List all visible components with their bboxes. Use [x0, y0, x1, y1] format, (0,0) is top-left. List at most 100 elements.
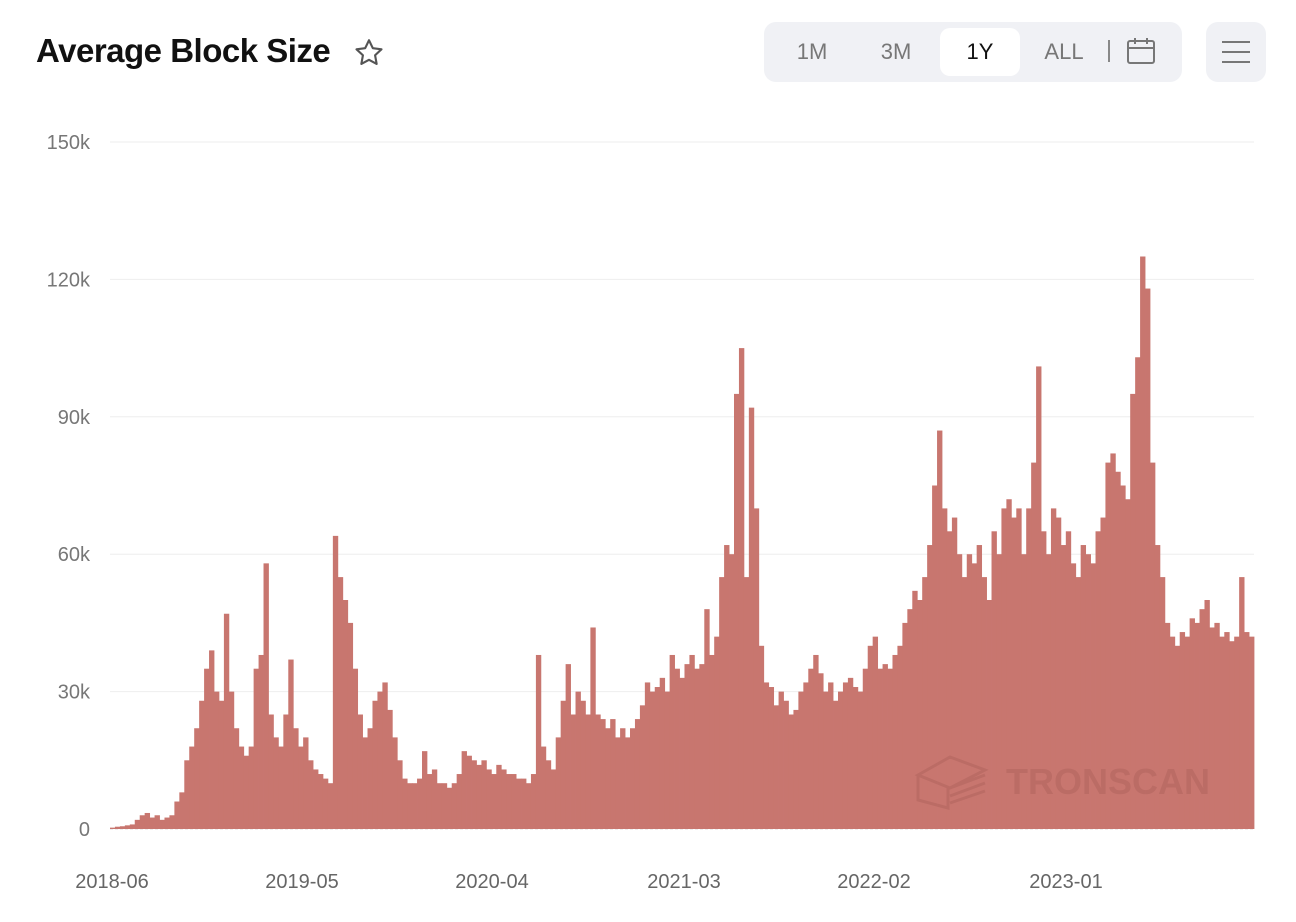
y-tick-label: 0 — [79, 819, 90, 841]
bar — [1095, 531, 1101, 829]
bar — [1075, 577, 1082, 829]
hamburger-menu-icon — [1222, 41, 1250, 63]
bar — [842, 682, 849, 829]
bar — [575, 691, 581, 829]
bar — [248, 746, 255, 829]
range-all-button[interactable]: ALL — [1044, 39, 1084, 64]
bar — [481, 760, 487, 829]
bar — [684, 664, 690, 829]
bar — [1105, 462, 1111, 829]
bar — [407, 783, 413, 829]
bar — [243, 755, 250, 829]
bar — [639, 705, 646, 829]
bar — [154, 815, 160, 829]
bar — [1125, 499, 1131, 829]
bar — [397, 760, 403, 829]
bar — [565, 664, 571, 829]
bar — [1229, 641, 1235, 829]
bar — [719, 577, 725, 829]
bar — [318, 774, 324, 829]
bar — [634, 719, 641, 829]
bar — [1214, 622, 1220, 829]
bar — [540, 746, 547, 829]
bar — [828, 682, 834, 829]
bar — [501, 769, 507, 829]
bar — [1194, 622, 1200, 829]
tronscan-watermark-logo: TRONSCAN — [914, 755, 1210, 810]
bar — [1224, 632, 1230, 829]
bar — [679, 677, 685, 829]
bar — [1110, 453, 1116, 829]
calendar-icon[interactable] — [1126, 36, 1156, 66]
bar — [134, 819, 141, 829]
bar — [426, 774, 433, 829]
y-tick-label: 30k — [58, 682, 91, 704]
bar — [857, 691, 864, 829]
bar — [793, 709, 799, 829]
x-tick-label: 2023-01 — [1029, 871, 1102, 893]
bar — [1085, 554, 1091, 829]
bar — [377, 691, 383, 829]
bar — [803, 682, 809, 829]
bar — [233, 728, 240, 829]
bar — [258, 654, 264, 829]
bar — [852, 687, 859, 829]
bar — [773, 705, 779, 829]
bar — [778, 691, 784, 829]
bar — [729, 554, 735, 829]
bar — [342, 600, 349, 829]
y-tick-label: 120k — [47, 269, 91, 291]
bar — [1026, 508, 1032, 829]
bar — [1209, 627, 1215, 829]
bar — [357, 714, 363, 829]
bar — [1120, 485, 1126, 829]
bar — [516, 778, 522, 829]
bar — [1060, 545, 1067, 829]
bar — [268, 714, 274, 829]
bar — [788, 714, 794, 829]
bar — [1219, 636, 1225, 829]
bar — [124, 825, 131, 829]
bar — [332, 535, 339, 829]
bar — [694, 668, 700, 829]
bar — [189, 746, 195, 829]
bar — [833, 700, 839, 829]
bar — [1249, 636, 1255, 829]
bar — [917, 600, 923, 829]
bar — [496, 764, 502, 829]
bar — [1169, 636, 1176, 829]
bar — [664, 691, 671, 829]
y-tick-label: 60k — [58, 544, 91, 566]
bar — [590, 627, 596, 829]
bar — [431, 769, 438, 829]
bar — [570, 714, 576, 829]
bar — [387, 709, 393, 829]
bar — [535, 654, 542, 829]
star-outline-icon[interactable] — [352, 36, 386, 70]
bar — [991, 531, 997, 829]
bar — [337, 577, 344, 829]
bar — [798, 691, 804, 829]
bar — [560, 700, 567, 829]
bar — [1204, 600, 1210, 829]
bar — [585, 714, 591, 829]
range-1y-button[interactable]: 1Y — [940, 28, 1020, 76]
bar — [753, 508, 760, 829]
chart-menu-button[interactable] — [1206, 22, 1266, 82]
bar — [149, 817, 155, 829]
bar — [644, 682, 651, 829]
bar — [882, 664, 888, 829]
bar — [743, 577, 750, 829]
bar — [526, 783, 532, 829]
range-1m-button[interactable]: 1M — [796, 39, 828, 64]
bar — [412, 783, 418, 829]
bar — [139, 815, 146, 829]
bar — [580, 700, 586, 829]
bar — [1070, 563, 1077, 829]
bar — [704, 609, 710, 829]
range-3m-button[interactable]: 3M — [880, 39, 912, 64]
bar — [862, 668, 869, 829]
bar — [253, 668, 259, 829]
bar — [1140, 256, 1146, 829]
